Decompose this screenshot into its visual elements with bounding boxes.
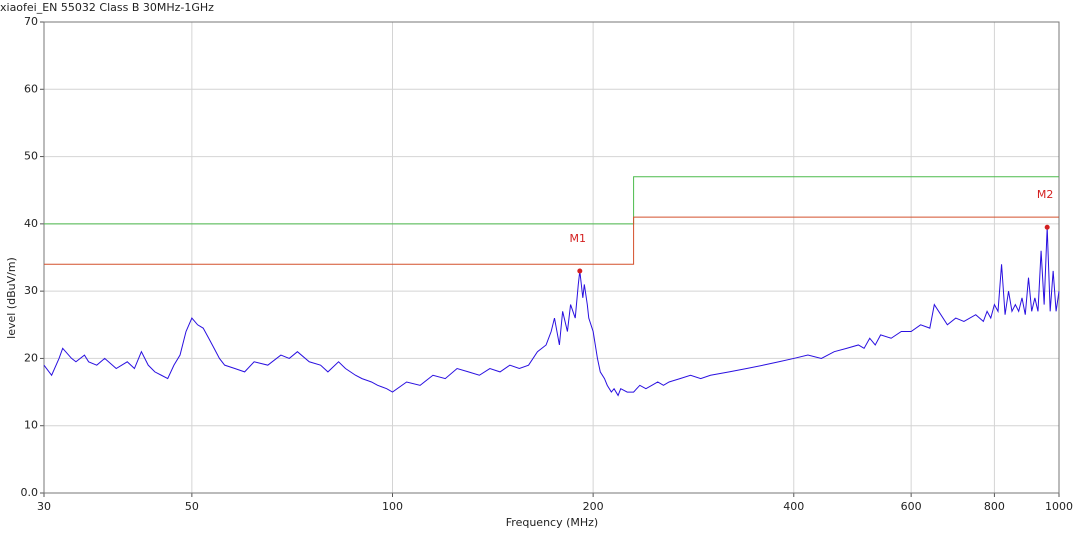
series-line (44, 176, 1059, 225)
series-line (44, 216, 1059, 265)
marker-point (577, 268, 583, 274)
y-tick-label: 70 (24, 15, 38, 28)
plot-frame (43, 21, 1060, 494)
y-tick-label: 40 (24, 217, 38, 230)
y-tick-label: 30 (24, 284, 38, 297)
y-axis-title: level (dBuV/m) (5, 257, 18, 339)
y-tick-label: 10 (24, 419, 38, 432)
x-tick-label: 800 (984, 500, 1005, 513)
x-tick-label: 30 (37, 500, 51, 513)
x-tick-label: 50 (185, 500, 199, 513)
x-tick-label: 400 (783, 500, 804, 513)
series-line (43, 227, 1060, 397)
y-tick-label: 20 (24, 351, 38, 364)
marker-label: M2 (1037, 188, 1054, 201)
y-tick-label: 50 (24, 150, 38, 163)
x-tick-label: 1000 (1045, 500, 1073, 513)
x-tick-label: 100 (382, 500, 403, 513)
chart-title: xiaofei_EN 55032 Class B 30MHz-1GHz (0, 1, 214, 14)
x-axis-title: Frequency (MHz) (506, 516, 598, 529)
marker-point (1044, 224, 1050, 230)
y-tick-label: 0.0 (21, 486, 39, 499)
y-tick-label: 60 (24, 82, 38, 95)
marker-label: M1 (570, 232, 587, 245)
x-tick-label: 200 (583, 500, 604, 513)
x-tick-label: 600 (901, 500, 922, 513)
